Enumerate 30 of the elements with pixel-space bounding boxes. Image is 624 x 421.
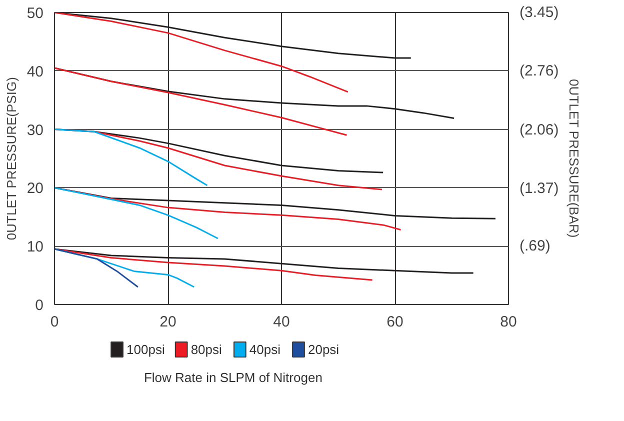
- y-tick-label: 50: [26, 5, 44, 22]
- line-series: [54, 248, 474, 274]
- y-tick-label: 0: [35, 297, 44, 314]
- line-series: [54, 248, 374, 281]
- x-tick-label: 40: [273, 314, 290, 330]
- y2-tick-label: (2.76): [520, 62, 559, 80]
- y2-tick-label: (1.37): [520, 180, 559, 198]
- y2-tick-label: (3.45): [520, 4, 559, 21]
- legend-label: 80psi: [190, 342, 222, 357]
- y2-axis-title: 0UTLET PRESSURE(BAR): [566, 79, 582, 238]
- line-series: [54, 128, 208, 186]
- y-axis-title: 0UTLET PRESSURE(PSIG): [4, 77, 19, 240]
- line-series: [54, 186, 219, 240]
- y-tick-label: 30: [26, 122, 44, 139]
- x-tick-label: 0: [50, 314, 59, 330]
- x-tick-label: 20: [160, 314, 176, 330]
- y-tick-label: 40: [26, 63, 44, 80]
- legend-label: 20psi: [308, 342, 340, 357]
- x-tick-label: 60: [386, 314, 404, 330]
- x-tick-label: 80: [500, 314, 517, 330]
- legend-label: 40psi: [249, 342, 281, 357]
- y-tick-label: 20: [26, 180, 44, 198]
- y2-tick-label: (2.06): [520, 122, 559, 139]
- line-series: [54, 67, 348, 136]
- y2-tick-label: (.69): [520, 238, 550, 255]
- x-axis-title: Flow Rate in SLPM of Nitrogen: [144, 370, 322, 385]
- legend-label: 100psi: [126, 342, 165, 357]
- line-series: [54, 12, 349, 93]
- line-series: [54, 248, 139, 288]
- y-tick-label: 10: [26, 238, 44, 256]
